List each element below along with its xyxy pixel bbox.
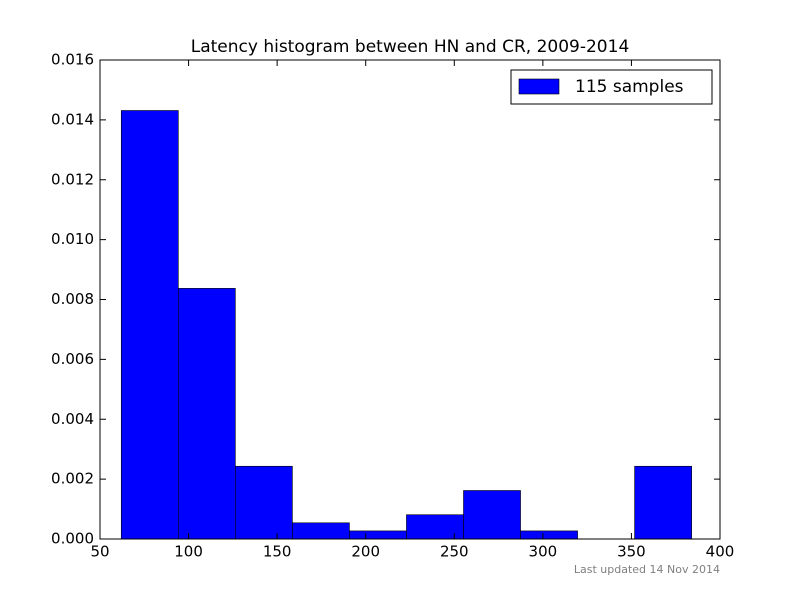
y-tick-label: 0.012 (51, 170, 94, 188)
y-tick-label: 0.002 (51, 470, 94, 488)
bar (406, 514, 464, 540)
y-tick-label: 0.004 (51, 410, 94, 428)
x-tick-label: 100 (174, 543, 203, 561)
x-tick-label: 400 (706, 543, 735, 561)
chart-title: Latency histogram between HN and CR, 200… (191, 37, 630, 57)
bar (235, 465, 293, 540)
y-tick-label: 0.014 (51, 110, 94, 128)
x-tick-label: 250 (440, 543, 469, 561)
bar (634, 465, 692, 540)
legend-swatch (518, 78, 560, 95)
bar (520, 530, 578, 540)
y-tick-label: 0.008 (51, 290, 94, 308)
bar (120, 110, 179, 540)
bar (292, 522, 350, 540)
y-tick-label: 0.006 (51, 350, 94, 368)
annotation: Last updated 14 Nov 2014 (574, 563, 720, 576)
bar (349, 530, 407, 540)
x-tick-label: 200 (351, 543, 380, 561)
y-tick-label: 0.000 (51, 530, 94, 548)
bar (177, 288, 236, 540)
legend-label: 115 samples (575, 77, 684, 97)
bar (463, 490, 521, 540)
y-tick-label: 0.016 (51, 51, 94, 69)
x-tick-label: 150 (263, 543, 292, 561)
x-tick-label: 350 (617, 543, 646, 561)
x-tick-label: 50 (90, 543, 109, 561)
y-tick-label: 0.010 (51, 230, 94, 248)
x-tick-label: 300 (529, 543, 558, 561)
